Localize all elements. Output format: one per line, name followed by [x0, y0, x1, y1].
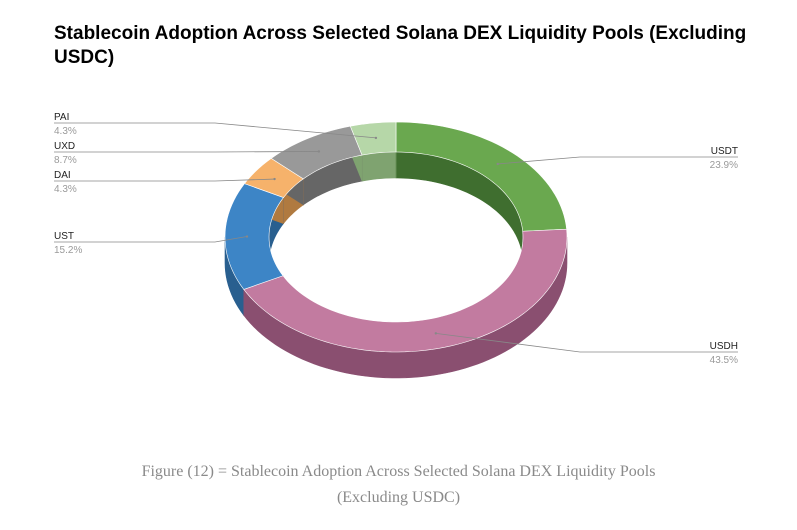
slice-labels: USDT 23.9% USDH 43.5% UST 15.2% DAI 4.3% UXD 8.7%… — [54, 112, 738, 366]
leader-uxd — [54, 151, 319, 153]
value-usdh: 43.5% — [710, 355, 738, 366]
donut-slices — [224, 121, 568, 353]
label-pai: PAI — [54, 112, 69, 123]
label-usdt: USDT — [711, 146, 738, 157]
label-usdh: USDH — [710, 341, 738, 352]
caption-line-1: Figure (12) = Stablecoin Adoption Across… — [141, 463, 656, 480]
chart-title: Stablecoin Adoption Across Selected Sola… — [54, 23, 747, 68]
value-uxd: 8.7% — [54, 155, 77, 166]
leader-usdt — [497, 156, 738, 165]
caption-line-2: (Excluding USDC) — [336, 489, 461, 506]
label-ust: UST — [54, 231, 74, 242]
value-dai: 4.3% — [54, 184, 77, 195]
anchor-uxd — [317, 150, 321, 153]
anchor-usdt — [496, 162, 499, 166]
figure-caption: Figure (12) = Stablecoin Adoption Across… — [0, 459, 797, 511]
side-pai — [361, 151, 397, 182]
donut-chart: USDT 23.9% USDH 43.5% UST 15.2% DAI 4.3% UXD 8.7%… — [54, 112, 738, 379]
anchor-dai — [273, 177, 276, 181]
value-ust: 15.2% — [54, 245, 82, 256]
anchor-ust — [245, 235, 249, 238]
leader-pai — [54, 122, 376, 139]
leader-usdh — [435, 332, 738, 353]
value-pai: 4.3% — [54, 126, 77, 137]
leader-ust — [54, 236, 248, 243]
anchor-usdh — [434, 332, 438, 335]
value-usdt: 23.9% — [710, 160, 738, 171]
leader-dai — [54, 178, 275, 182]
label-uxd: UXD — [54, 141, 75, 152]
anchor-pai — [374, 136, 378, 140]
label-dai: DAI — [54, 170, 71, 181]
slice-pai — [349, 121, 397, 156]
